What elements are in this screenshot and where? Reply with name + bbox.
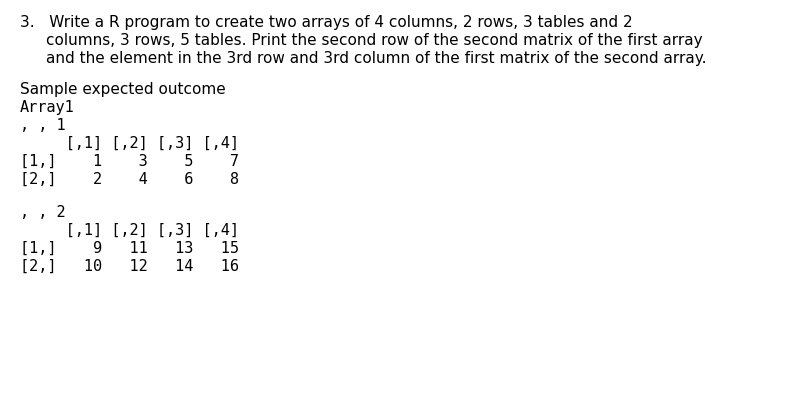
Text: Sample expected outcome: Sample expected outcome [20,82,226,97]
Text: [2,]   10   12   14   16: [2,] 10 12 14 16 [20,259,239,274]
Text: Array1: Array1 [20,100,75,115]
Text: columns, 3 rows, 5 tables. Print the second row of the second matrix of the firs: columns, 3 rows, 5 tables. Print the sec… [46,33,703,48]
Text: [,1] [,2] [,3] [,4]: [,1] [,2] [,3] [,4] [20,223,239,238]
Text: , , 1: , , 1 [20,118,66,133]
Text: [1,]    9   11   13   15: [1,] 9 11 13 15 [20,241,239,256]
Text: , , 2: , , 2 [20,205,66,220]
Text: and the element in the 3rd row and 3rd column of the first matrix of the second : and the element in the 3rd row and 3rd c… [46,51,706,66]
Text: 3.   Write a R program to create two arrays of 4 columns, 2 rows, 3 tables and 2: 3. Write a R program to create two array… [20,15,633,30]
Text: [1,]    1    3    5    7: [1,] 1 3 5 7 [20,154,239,169]
Text: [,1] [,2] [,3] [,4]: [,1] [,2] [,3] [,4] [20,136,239,151]
Text: [2,]    2    4    6    8: [2,] 2 4 6 8 [20,172,239,187]
